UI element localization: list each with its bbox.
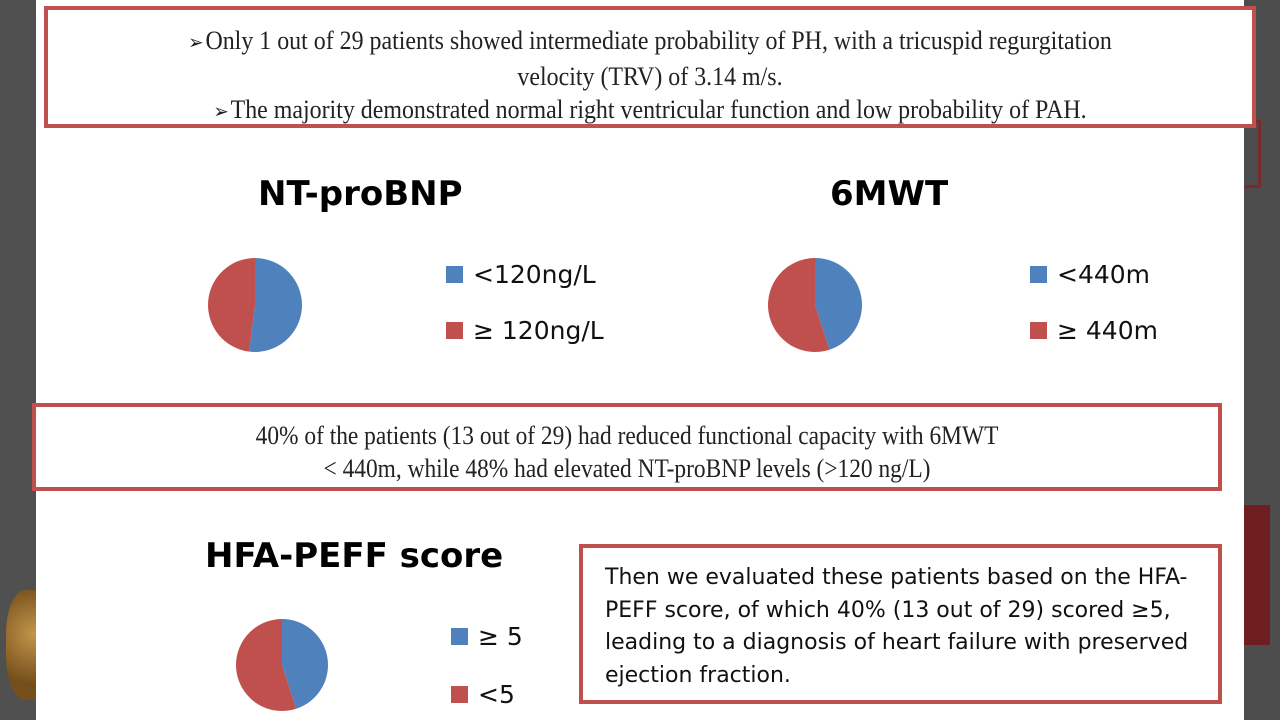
legend-item-ntprobnp-high: ≥ 120ng/L	[446, 316, 604, 345]
pie-chart-hfapeff	[236, 619, 328, 712]
legend-item-hfapeff-high: ≥ 5	[451, 622, 523, 651]
pie-slice-blue	[815, 258, 862, 350]
pie-slice-red	[767, 258, 830, 352]
pie-chart-ntprobnp	[208, 258, 303, 353]
explanation-line-4: ejection fraction.	[605, 662, 791, 688]
pie-slice-blue	[282, 619, 328, 709]
bullet-arrow-icon: ➢	[188, 32, 204, 54]
bullet-2: ➢The majority demonstrated normal right …	[213, 95, 1087, 124]
background-red-block	[1244, 505, 1270, 645]
pie-chart-6mwt	[767, 258, 862, 352]
legend-swatch-red	[446, 322, 463, 339]
middle-line-1: 40% of the patients (13 out of 29) had r…	[255, 421, 999, 450]
summary-box-top: ➢Only 1 out of 29 patients showed interm…	[44, 6, 1256, 128]
legend-swatch-blue	[451, 628, 468, 645]
legend-swatch-blue	[446, 266, 463, 283]
middle-line-2: < 440m, while 48% had elevated NT-proBNP…	[323, 454, 931, 483]
legend-item-ntprobnp-low: <120ng/L	[446, 260, 596, 289]
conclusion-box-middle: 40% of the patients (13 out of 29) had r…	[32, 403, 1222, 491]
bullet-arrow-icon: ➢	[213, 101, 229, 123]
legend-swatch-red	[451, 686, 468, 703]
chart-title-ntprobnp: NT-proBNP	[258, 174, 463, 214]
legend-swatch-blue	[1030, 266, 1047, 283]
pie-slice-red	[208, 258, 255, 352]
legend-item-6mwt-low: <440m	[1030, 260, 1150, 289]
slide: ➢Only 1 out of 29 patients showed interm…	[32, 0, 1256, 720]
pie-slice-blue	[249, 258, 303, 353]
legend-item-6mwt-high: ≥ 440m	[1030, 316, 1158, 345]
legend-item-hfapeff-low: <5	[451, 680, 515, 709]
pie-slice-red	[236, 619, 297, 712]
bullet-1-line-1: ➢Only 1 out of 29 patients showed interm…	[188, 26, 1112, 55]
explanation-line-1: Then we evaluated these patients based o…	[605, 565, 1188, 590]
explanation-line-2: PEFF score, of which 40% (13 out of 29) …	[605, 597, 1171, 623]
explanation-box-bottom: Then we evaluated these patients based o…	[579, 544, 1222, 704]
chart-title-hfapeff: HFA-PEFF score	[205, 536, 504, 576]
legend-swatch-red	[1030, 322, 1047, 339]
explanation-line-3: leading to a diagnosis of heart failure …	[605, 630, 1189, 655]
bullet-1-line-2: velocity (TRV) of 3.14 m/s.	[517, 62, 783, 91]
chart-title-6mwt: 6MWT	[830, 174, 949, 214]
